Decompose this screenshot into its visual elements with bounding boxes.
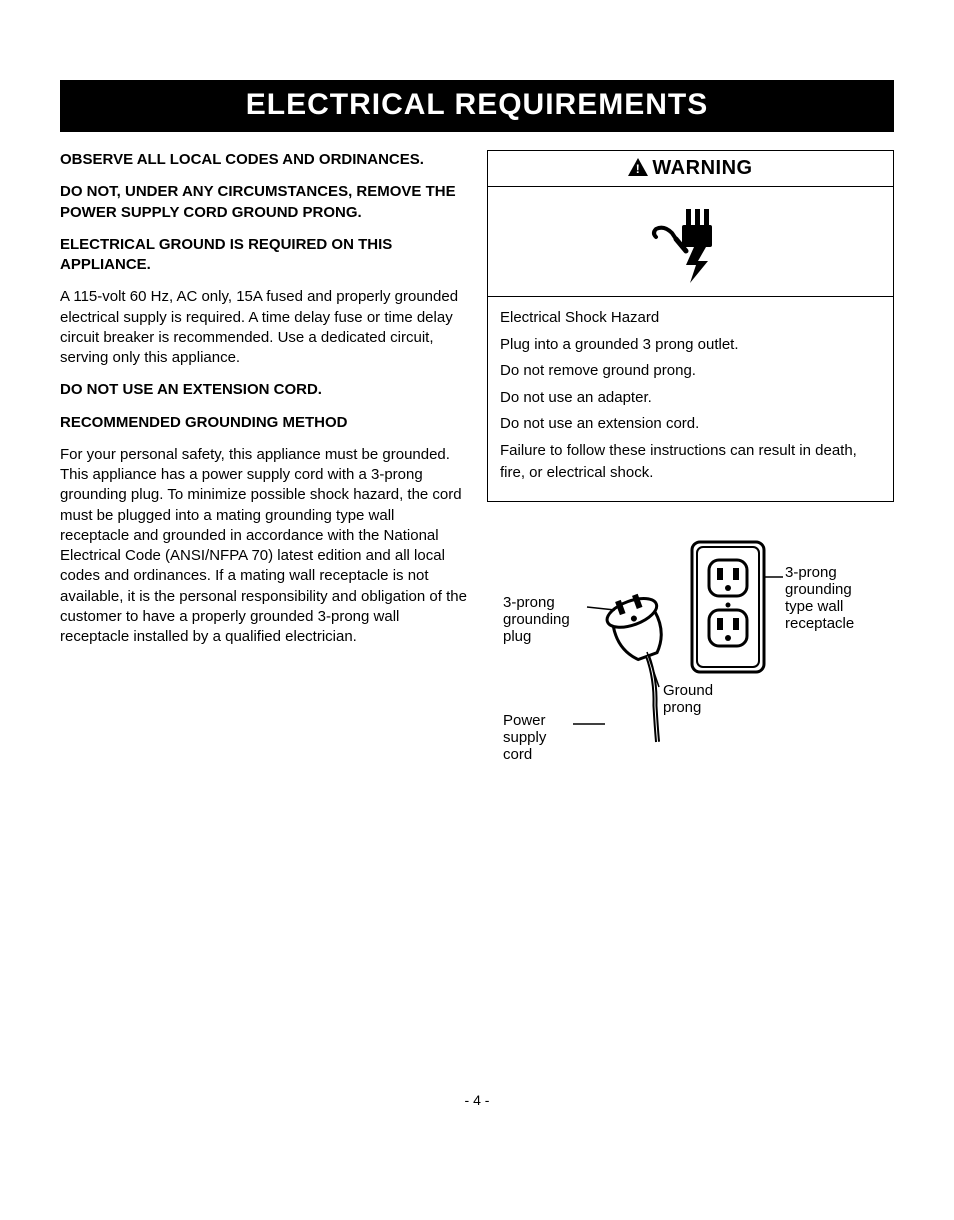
right-column: ! WARNING <box>487 150 894 772</box>
ground-required: ELECTRICAL GROUND IS REQUIRED ON THIS AP… <box>60 235 467 276</box>
warn-line-3: Do not remove ground prong. <box>500 360 881 383</box>
label-receptacle: 3-prong grounding type wall receptacle <box>785 564 875 633</box>
warn-line-4: Do not use an adapter. <box>500 387 881 410</box>
no-extension-cord: DO NOT USE AN EXTENSION CORD. <box>60 380 467 400</box>
warn-line-1: Electrical Shock Hazard <box>500 307 881 330</box>
observe-codes: OBSERVE ALL LOCAL CODES AND ORDINANCES. <box>60 150 467 170</box>
warning-header: ! WARNING <box>488 151 893 187</box>
grounding-diagram: 3-prong grounding plug 3-prong grounding… <box>487 532 894 772</box>
grounding-method-body: For your personal safety, this appliance… <box>60 445 467 648</box>
label-ground-prong: Ground prong <box>663 682 733 717</box>
label-plug: 3-prong grounding plug <box>503 594 583 646</box>
supply-spec: A 115-volt 60 Hz, AC only, 15A fused and… <box>60 287 467 368</box>
label-cord: Power supply cord <box>503 712 573 764</box>
grounding-method-heading: RECOMMENDED GROUNDING METHOD <box>60 413 467 433</box>
warn-line-5: Do not use an extension cord. <box>500 413 881 436</box>
page-number: - 4 - <box>60 1092 894 1108</box>
page-title: ELECTRICAL REQUIREMENTS <box>60 80 894 132</box>
content-columns: OBSERVE ALL LOCAL CODES AND ORDINANCES. … <box>60 150 894 772</box>
warning-triangle-icon: ! <box>628 158 648 182</box>
warning-box: ! WARNING <box>487 150 894 502</box>
warn-line-2: Plug into a grounded 3 prong outlet. <box>500 334 881 357</box>
shock-icon-row <box>488 187 893 297</box>
svg-text:!: ! <box>636 162 641 176</box>
warning-body: Electrical Shock Hazard Plug into a grou… <box>488 297 893 501</box>
warning-label: WARNING <box>652 157 752 179</box>
warn-line-6: Failure to follow these instructions can… <box>500 440 881 485</box>
do-not-remove-prong: DO NOT, UNDER ANY CIRCUMSTANCES, REMOVE … <box>60 182 467 223</box>
left-column: OBSERVE ALL LOCAL CODES AND ORDINANCES. … <box>60 150 467 772</box>
shock-hazard-icon <box>646 195 736 285</box>
